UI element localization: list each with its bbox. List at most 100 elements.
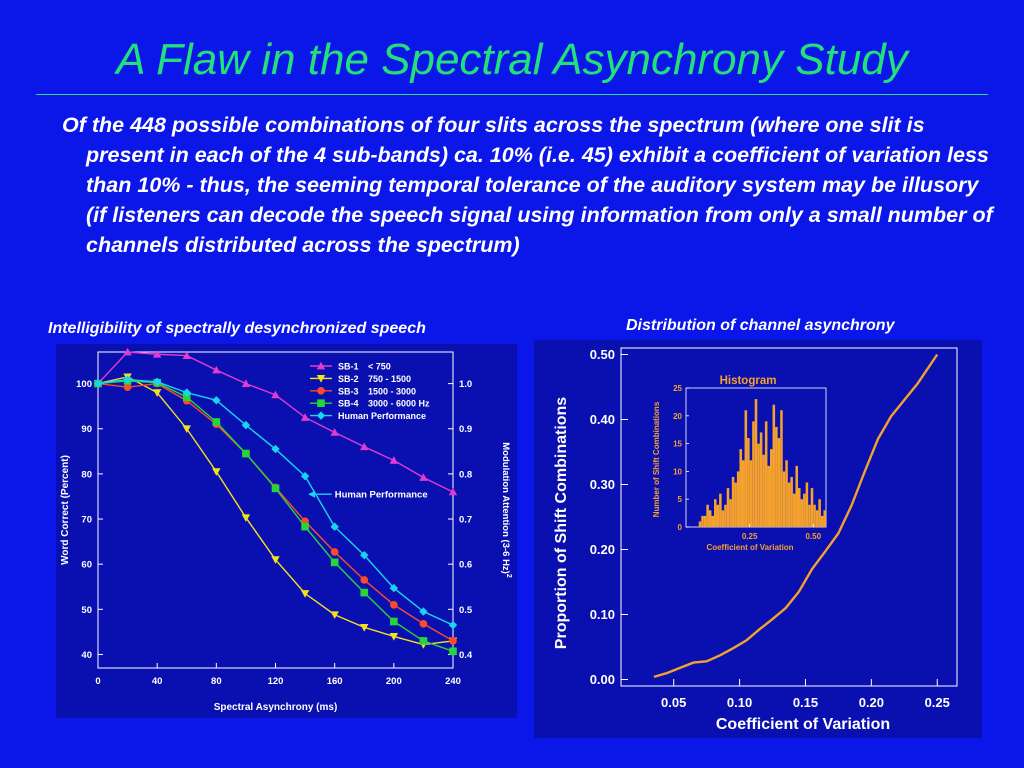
histogram-bar: [762, 454, 765, 527]
y-axis-label: Word Correct (Percent): [60, 455, 71, 565]
histogram-bar: [731, 476, 735, 527]
data-point: [449, 647, 457, 656]
data-point: [300, 413, 310, 421]
data-point: [241, 420, 251, 430]
y-tick-label: 100: [76, 379, 92, 390]
histogram-bar: [782, 471, 786, 527]
histogram-bar: [808, 504, 811, 527]
right-chart-caption: Distribution of channel asynchrony: [626, 317, 895, 334]
histogram-bar: [770, 449, 773, 527]
data-point: [389, 456, 399, 464]
data-point: [301, 522, 309, 531]
y2-tick-label: 0.9: [459, 424, 472, 435]
data-point: [300, 471, 310, 481]
histogram-bar: [752, 421, 755, 527]
data-point: [241, 379, 251, 387]
histogram-bar: [815, 510, 819, 527]
x-tick-label: 0.25: [925, 695, 950, 710]
data-point: [271, 484, 280, 493]
x-tick-label: 80: [211, 676, 222, 687]
histogram-bar: [818, 499, 821, 527]
legend-item: SB-1 < 750: [310, 362, 391, 372]
chart-panel-background: [534, 340, 982, 738]
y-tick-label: 0.00: [590, 672, 615, 687]
data-point: [390, 617, 398, 626]
inset-y-tick-label: 0: [678, 523, 683, 532]
data-point: [360, 576, 369, 584]
histogram-bar: [749, 460, 753, 527]
legend-label: SB-3: [338, 386, 359, 396]
cdf-curve: [653, 353, 939, 679]
data-point: [152, 350, 162, 358]
data-point: [123, 383, 132, 392]
y2-tick-label: 0.7: [459, 515, 472, 526]
inset-y-tick-label: 5: [678, 495, 683, 504]
y-tick-label: 0.50: [590, 347, 615, 362]
annotation-label: Human Performance: [335, 490, 428, 501]
data-point: [330, 428, 339, 436]
histogram-bar: [708, 510, 712, 527]
histogram-bar: [772, 404, 776, 527]
y2-tick-label: 0.8: [459, 469, 472, 480]
legend-label: SB-2: [338, 374, 359, 384]
inset-y-tick-label: 25: [673, 384, 682, 393]
y-tick-label: 40: [81, 650, 92, 661]
legend-range: < 750: [368, 362, 391, 372]
histogram-bar: [785, 460, 788, 527]
histogram-bar: [780, 410, 783, 527]
histogram-bar: [721, 510, 725, 527]
data-point: [242, 449, 250, 458]
x-tick-label: 120: [268, 676, 284, 687]
histogram-bar: [775, 426, 778, 527]
histogram-bar: [714, 499, 717, 527]
data-point: [330, 548, 339, 556]
data-point: [93, 379, 103, 388]
series-sb-1: [93, 347, 458, 496]
data-point: [360, 588, 369, 597]
slide-body-text: Of the 448 possible combinations of four…: [62, 113, 993, 257]
y2-tick-label: 0.5: [459, 605, 473, 616]
histogram-bar: [701, 515, 704, 527]
y-tick-label: 0.10: [590, 607, 615, 622]
histogram-bar: [798, 488, 801, 527]
histogram-bar: [744, 410, 748, 527]
legend-item: SB-4 3000 - 6000 Hz: [310, 399, 430, 409]
histogram-bar: [787, 482, 791, 527]
x-tick-label: 160: [327, 676, 343, 687]
data-point: [317, 399, 325, 407]
x-tick-label: 0.05: [661, 695, 686, 710]
legend-label: Human Performance: [338, 411, 426, 421]
y-tick-label: 0.20: [590, 542, 615, 557]
histogram-bar: [747, 438, 750, 527]
histogram-bar: [764, 421, 768, 527]
x-tick-label: 0.10: [727, 695, 752, 710]
x-axis-label: Spectral Asynchrony (ms): [214, 702, 338, 713]
inset-y-tick-label: 10: [673, 467, 682, 476]
histogram-bar: [800, 499, 804, 527]
legend-range: 3000 - 6000 Hz: [368, 399, 430, 409]
inset-title: Histogram: [720, 375, 777, 387]
y-tick-label: 60: [81, 560, 92, 571]
inset-x-tick-label: 0.50: [805, 532, 821, 541]
y-tick-label: 50: [81, 605, 92, 616]
data-point: [316, 361, 326, 370]
channel-asynchrony-chart: 0.05 0.10 0.15 0.20 0.25 0.00 0.10 0.20 0.30 0.40…: [534, 340, 982, 738]
x-tick-label: 0: [95, 676, 100, 687]
histogram-bar: [777, 438, 781, 527]
histogram-bar: [813, 504, 816, 527]
data-point: [448, 620, 458, 630]
x-tick-label: 40: [152, 676, 163, 687]
histogram-bar: [790, 476, 793, 527]
data-point: [300, 590, 310, 598]
histogram-bar: [759, 432, 763, 527]
data-point: [212, 418, 221, 426]
data-point: [212, 468, 221, 476]
data-point: [419, 473, 428, 481]
histogram-bar: [719, 493, 722, 527]
histogram-bar: [729, 499, 732, 527]
data-point: [271, 556, 280, 564]
slide-title: A Flaw in the Spectral Asynchrony Study: [116, 35, 908, 84]
inset-x-tick-label: 0.25: [742, 532, 758, 541]
inset-y-tick-label: 20: [673, 412, 682, 421]
title-divider: [36, 94, 988, 95]
